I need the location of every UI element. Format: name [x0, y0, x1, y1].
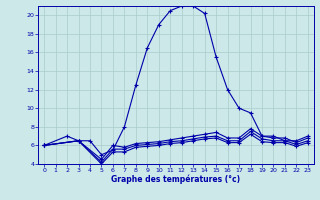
X-axis label: Graphe des températures (°c): Graphe des températures (°c): [111, 175, 241, 184]
